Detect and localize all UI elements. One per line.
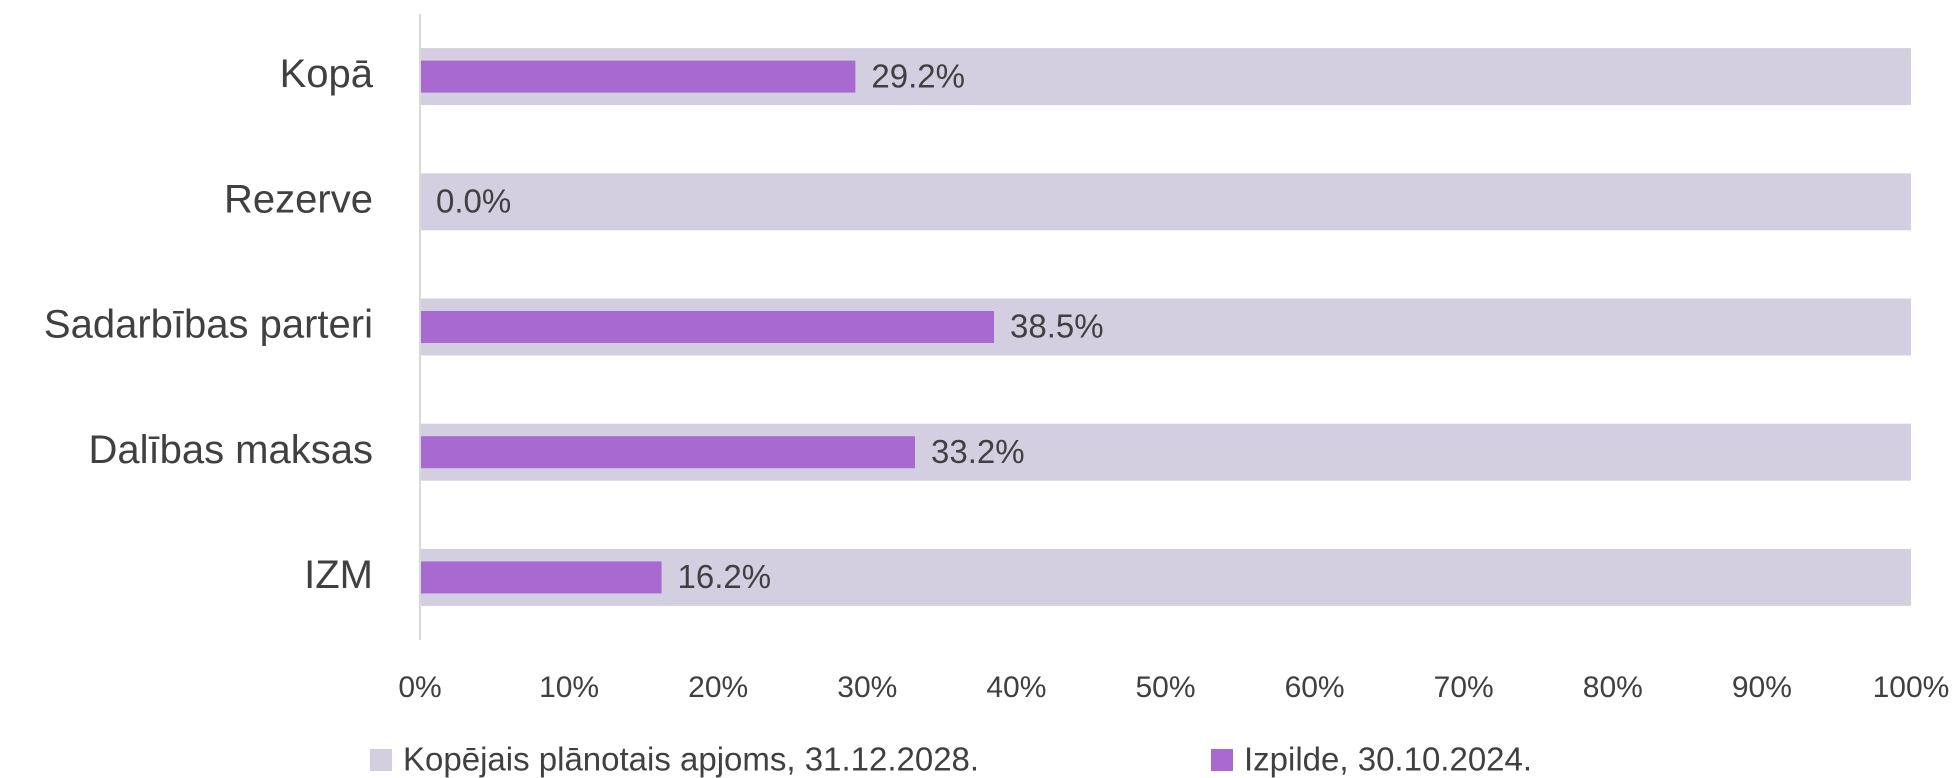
bar <box>420 548 1911 606</box>
x-tick-label: 40% <box>986 671 1046 704</box>
x-tick-label: 60% <box>1285 671 1345 704</box>
x-tick-label: 100% <box>1873 671 1950 704</box>
value-label: 29.2% <box>871 57 965 94</box>
x-tick-label: 0% <box>398 671 441 704</box>
bar <box>420 60 856 93</box>
legend-label: Kopējais plānotais apjoms, 31.12.2028. <box>403 741 979 778</box>
category-label: Sadarbības parteri <box>44 303 373 347</box>
value-label: 38.5% <box>1010 308 1104 345</box>
legend-label: Izpilde, 30.10.2024. <box>1244 741 1532 778</box>
x-tick-label: 30% <box>837 671 897 704</box>
bar <box>420 561 662 594</box>
category-label: Rezerve <box>224 177 373 221</box>
x-tick-label: 20% <box>688 671 748 704</box>
x-tick-label: 10% <box>539 671 599 704</box>
category-label: Kopā <box>280 52 374 96</box>
value-label: 16.2% <box>678 558 772 595</box>
value-label: 0.0% <box>436 183 511 220</box>
bar <box>420 436 916 469</box>
x-tick-label: 90% <box>1732 671 1792 704</box>
x-tick-label: 80% <box>1583 671 1643 704</box>
x-tick-label: 70% <box>1434 671 1494 704</box>
category-label: IZM <box>304 553 373 597</box>
legend-swatch <box>1211 749 1233 771</box>
bar <box>420 311 995 343</box>
category-label: Dalības maksas <box>88 428 373 472</box>
legend-swatch <box>370 749 392 771</box>
value-label: 33.2% <box>931 433 1025 470</box>
bar <box>420 173 1911 231</box>
x-tick-label: 50% <box>1135 671 1195 704</box>
